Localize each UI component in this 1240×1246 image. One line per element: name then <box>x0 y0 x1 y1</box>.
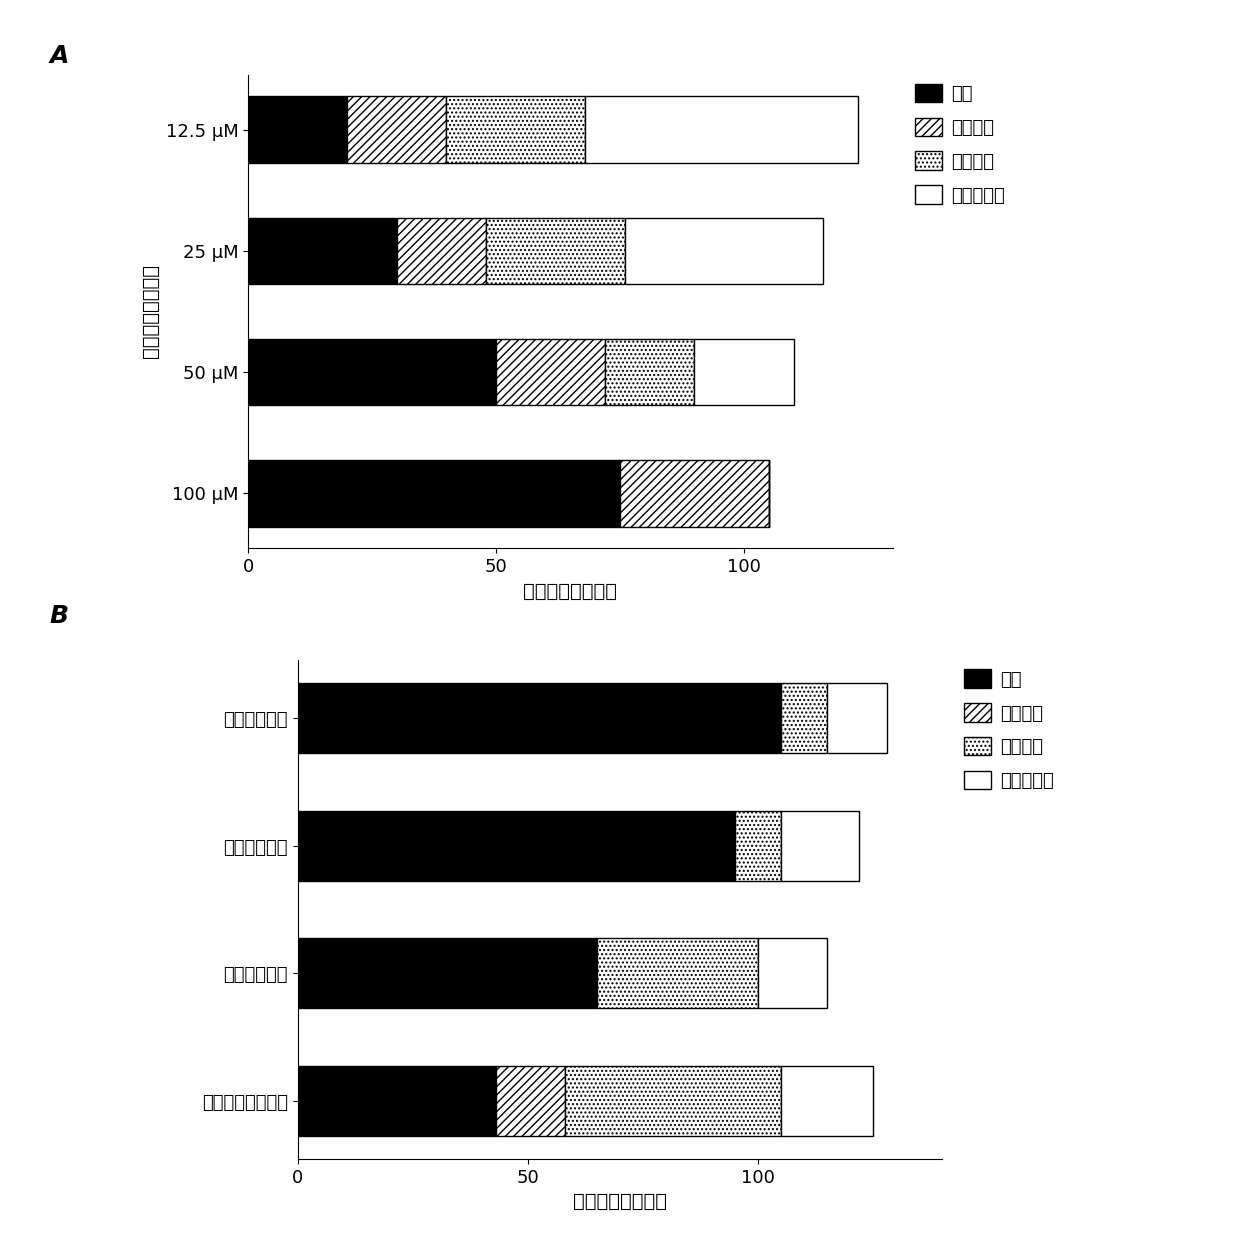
Bar <box>248 218 397 284</box>
Bar <box>298 811 735 881</box>
Bar <box>781 811 859 881</box>
Bar <box>694 339 794 405</box>
Bar <box>625 218 823 284</box>
Bar <box>781 683 827 754</box>
X-axis label: 小分子化合物数目: 小分子化合物数目 <box>523 582 618 601</box>
Bar <box>827 683 887 754</box>
Legend: 致死, 完全抑制, 部分抑制, 无显著影响: 致死, 完全抑制, 部分抑制, 无显著影响 <box>965 669 1054 790</box>
Bar <box>298 938 596 1008</box>
Bar <box>735 811 781 881</box>
Bar <box>347 96 446 163</box>
Bar <box>248 339 496 405</box>
Text: A: A <box>50 44 69 67</box>
Bar <box>397 218 486 284</box>
Bar <box>596 938 758 1008</box>
Bar <box>446 96 585 163</box>
Bar <box>248 460 620 527</box>
Bar <box>585 96 858 163</box>
Bar <box>298 1065 496 1136</box>
Bar <box>496 1065 564 1136</box>
Bar <box>620 460 769 527</box>
Text: B: B <box>50 604 68 628</box>
Bar <box>605 339 694 405</box>
Legend: 致死, 完全抑制, 部分抑制, 无显著影响: 致死, 完全抑制, 部分抑制, 无显著影响 <box>915 83 1004 204</box>
Y-axis label: 小分子化合物浓度: 小分子化合物浓度 <box>141 264 160 359</box>
X-axis label: 小分子化合物数目: 小分子化合物数目 <box>573 1192 667 1211</box>
Bar <box>298 683 781 754</box>
Bar <box>486 218 625 284</box>
Bar <box>564 1065 781 1136</box>
Bar <box>758 938 827 1008</box>
Bar <box>781 1065 873 1136</box>
Bar <box>496 339 605 405</box>
Bar <box>248 96 347 163</box>
